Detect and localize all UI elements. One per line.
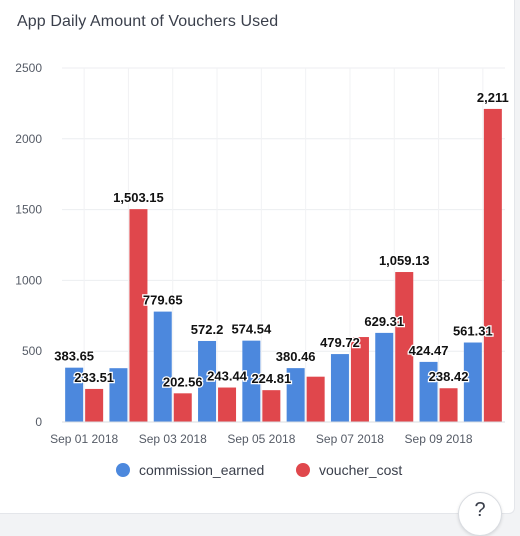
help-icon: ? <box>474 499 486 521</box>
chart-title: App Daily Amount of Vouchers Used <box>17 13 279 30</box>
data-label-voucher-cost: 238.42 <box>429 369 469 384</box>
y-tick-label: 2500 <box>15 61 42 75</box>
data-label-commission-earned: 479.72 <box>320 335 360 350</box>
bar-voucher-cost <box>129 209 148 422</box>
data-label-commission-earned: 572.2 <box>191 322 224 337</box>
data-label-commission-earned: 574.54 <box>231 322 272 337</box>
bar-voucher-cost <box>173 393 192 422</box>
legend-item-voucher-cost[interactable]: voucher_cost <box>296 462 402 478</box>
data-label-voucher-cost: 1,059.13 <box>379 253 430 268</box>
x-tick-label: Sep 07 2018 <box>316 432 384 446</box>
x-tick-label: Sep 09 2018 <box>405 432 473 446</box>
bar-voucher-cost <box>306 376 325 422</box>
bar-commission-earned <box>109 368 128 422</box>
data-label-voucher-cost: 224.81 <box>251 371 291 386</box>
bar-chart: 0 500 1000 1500 2000 2500 383.65 779.65 572.2 574… <box>15 61 510 446</box>
bar-commission-earned <box>65 367 84 422</box>
bar-commission-earned <box>242 340 261 422</box>
data-label-voucher-cost: 202.56 <box>163 374 203 389</box>
legend-dot-voucher-cost <box>296 463 310 477</box>
bar-voucher-cost <box>85 388 104 422</box>
help-button[interactable]: ? <box>458 492 502 536</box>
data-label-commission-earned: 380.46 <box>276 349 316 364</box>
y-tick-label: 1000 <box>15 273 42 287</box>
bar-voucher-cost <box>218 387 237 422</box>
y-tick-label: 0 <box>35 415 42 429</box>
data-label-commission-earned: 383.65 <box>54 349 94 364</box>
bar-commission-earned <box>153 311 172 422</box>
data-label-commission-earned: 424.47 <box>409 343 449 358</box>
y-tick-label: 1500 <box>15 203 42 217</box>
data-label-commission-earned: 561.31 <box>453 324 493 339</box>
bar-commission-earned <box>286 368 305 422</box>
bar-voucher-cost <box>439 388 458 422</box>
bar-voucher-cost <box>395 272 414 422</box>
bar-commission-earned <box>330 354 349 422</box>
data-label-commission-earned: 629.31 <box>364 314 404 329</box>
bar-commission-earned <box>375 332 394 422</box>
legend-item-commission-earned[interactable]: commission_earned <box>116 462 264 478</box>
data-label-voucher-cost: 1,503.15 <box>113 190 164 205</box>
bar-commission-earned <box>463 342 482 422</box>
bar-voucher-cost <box>350 337 369 422</box>
data-label-voucher-cost: 243.44 <box>207 369 248 384</box>
chart-card: App Daily Amount of Vouchers Used <box>0 0 515 514</box>
bar-voucher-cost <box>483 108 502 423</box>
bar-commission-earned <box>198 340 217 422</box>
legend-label-commission-earned: commission_earned <box>139 462 265 478</box>
x-tick-label: Sep 03 2018 <box>139 432 207 446</box>
legend-dot-commission-earned <box>116 463 130 477</box>
data-label-commission-earned: 779.65 <box>143 293 183 308</box>
bar-voucher-cost <box>262 390 281 422</box>
data-label-voucher-cost: 233.51 <box>74 370 114 385</box>
x-tick-label: Sep 05 2018 <box>227 432 295 446</box>
x-tick-label: Sep 01 2018 <box>50 432 118 446</box>
bar-commission-earned <box>419 361 438 422</box>
data-label-voucher-cost: 2,211 <box>477 90 509 105</box>
y-tick-label: 2000 <box>15 132 42 146</box>
y-tick-label: 500 <box>22 344 42 358</box>
chart-legend: commission_earned voucher_cost <box>0 462 520 484</box>
legend-label-voucher-cost: voucher_cost <box>319 462 403 478</box>
